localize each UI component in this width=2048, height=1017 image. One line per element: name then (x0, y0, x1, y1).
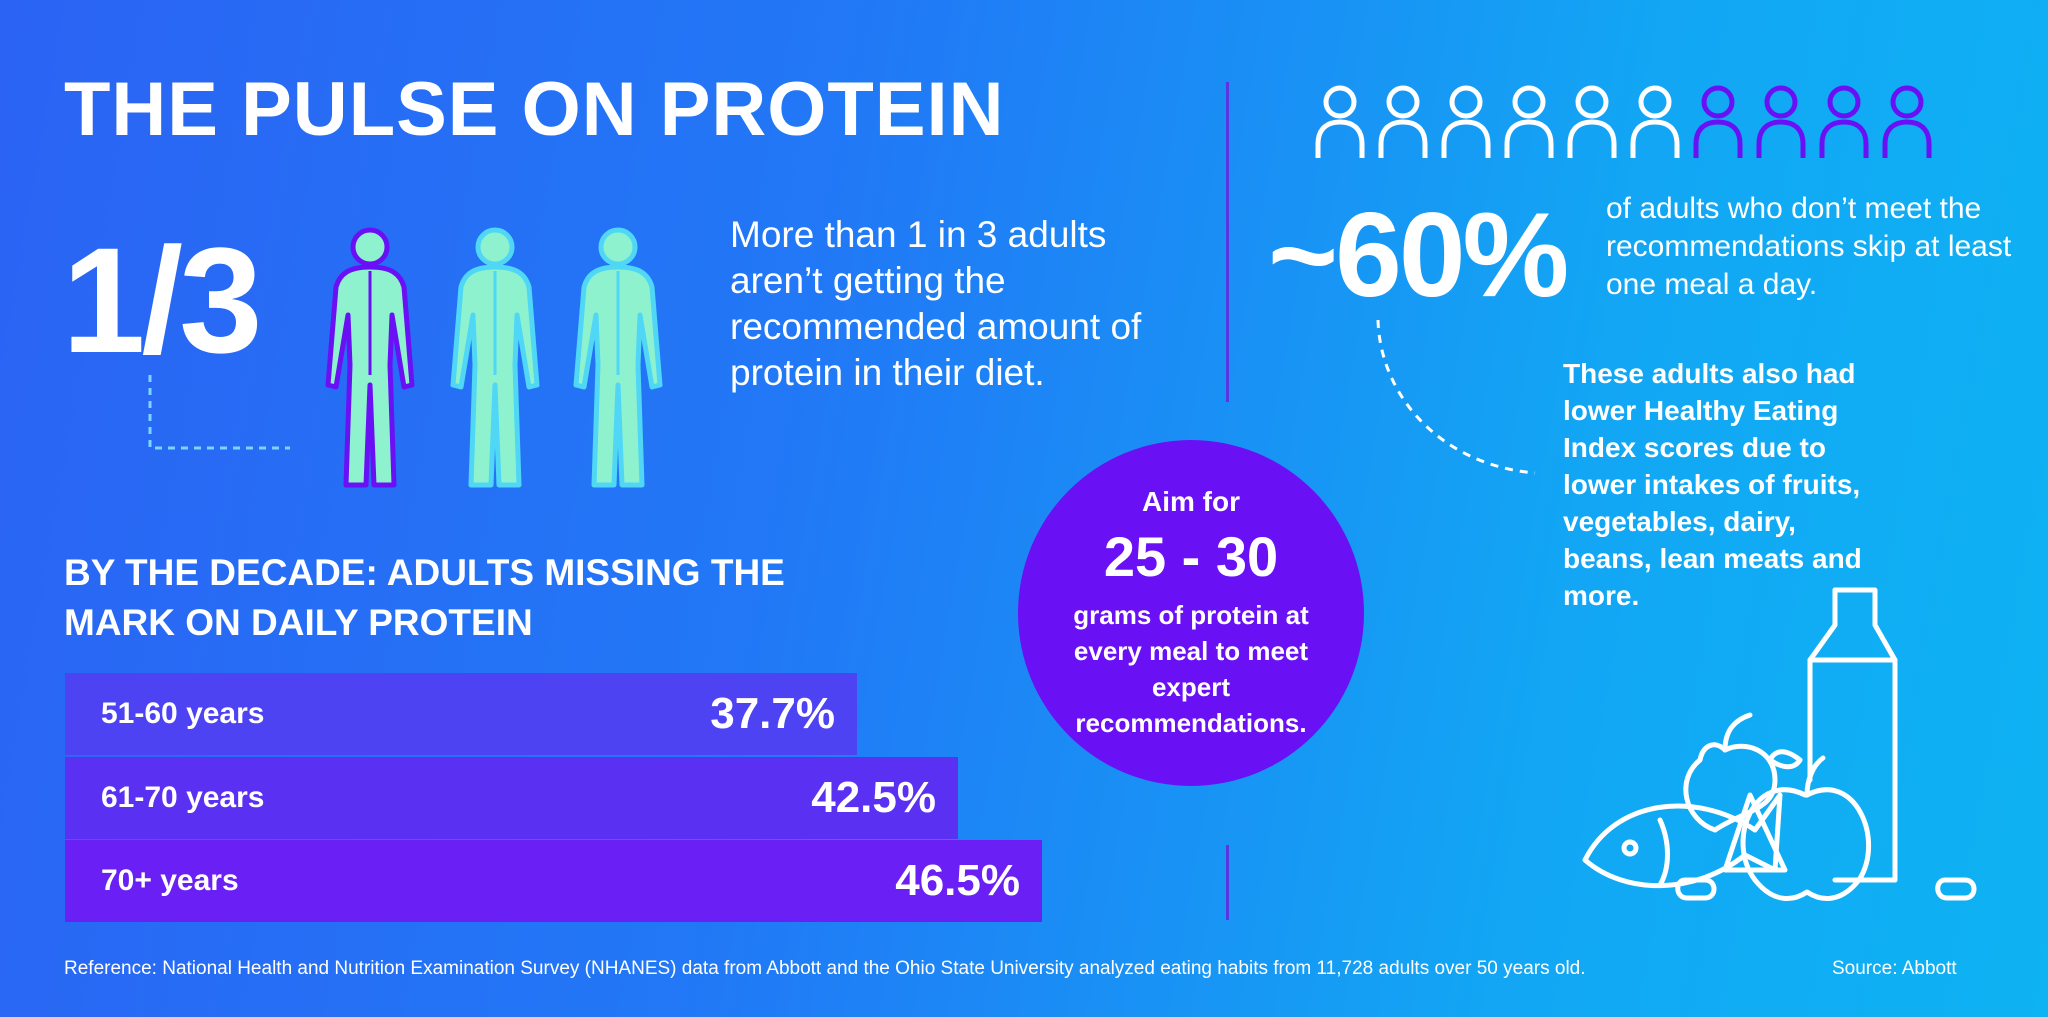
page-title: THE PULSE ON PROTEIN (64, 67, 1005, 152)
person-outline-icon (1882, 85, 1932, 158)
person-outline-icon (1567, 85, 1617, 158)
divider-bottom (1226, 845, 1229, 920)
bar-label: 70+ years (101, 864, 239, 897)
bar-value-label: 37.7% (710, 689, 835, 738)
dashed-connector-left (148, 375, 290, 450)
person-outline-icon (1630, 85, 1680, 158)
source-note: Source: Abbott (1832, 958, 1957, 979)
fraction-stat: 1/3 (62, 216, 263, 384)
bar-1: 61-70 years 42.5% (65, 757, 958, 839)
person-outline-icon (1819, 85, 1869, 158)
people-row (1315, 85, 1932, 158)
bar-label: 61-70 years (101, 781, 265, 814)
person-outline-icon (1315, 85, 1365, 158)
human-figure-icon (325, 227, 415, 488)
divider-top (1226, 82, 1229, 402)
person-outline-icon (1693, 85, 1743, 158)
skip-meal-stat: ~60% (1268, 188, 1569, 322)
person-outline-icon (1441, 85, 1491, 158)
bar-2: 70+ years 46.5% (65, 840, 1042, 922)
human-figure-icon (573, 227, 663, 488)
human-figure-icon (450, 227, 540, 488)
reference-note: Reference: National Health and Nutrition… (64, 958, 1586, 979)
circle-aim: Aim for (1142, 485, 1240, 517)
bar-value-label: 42.5% (811, 773, 936, 822)
dashed-connector-right (1376, 319, 1536, 475)
healthy-eating-description: These adults also had lower Healthy Eati… (1563, 358, 1862, 611)
protein-goal-circle: Aim for 25 - 30 grams of protein at ever… (1018, 440, 1364, 786)
circle-sub: grams of protein at every meal to meet e… (1073, 599, 1309, 738)
person-outline-icon (1756, 85, 1806, 158)
person-outline-icon (1378, 85, 1428, 158)
decade-heading: BY THE DECADE: ADULTS MISSING THE MARK O… (64, 552, 785, 643)
circle-range: 25 - 30 (1103, 524, 1279, 588)
bar-value-label: 46.5% (895, 856, 1020, 905)
skip-meal-description: of adults who don’t meet the recommendat… (1606, 192, 2012, 301)
bar-0: 51-60 years 37.7% (65, 673, 857, 755)
person-outline-icon (1504, 85, 1554, 158)
fraction-description: More than 1 in 3 adults aren’t getting t… (730, 214, 1142, 393)
groceries-icon (1582, 587, 1977, 902)
bar-label: 51-60 years (101, 697, 265, 730)
